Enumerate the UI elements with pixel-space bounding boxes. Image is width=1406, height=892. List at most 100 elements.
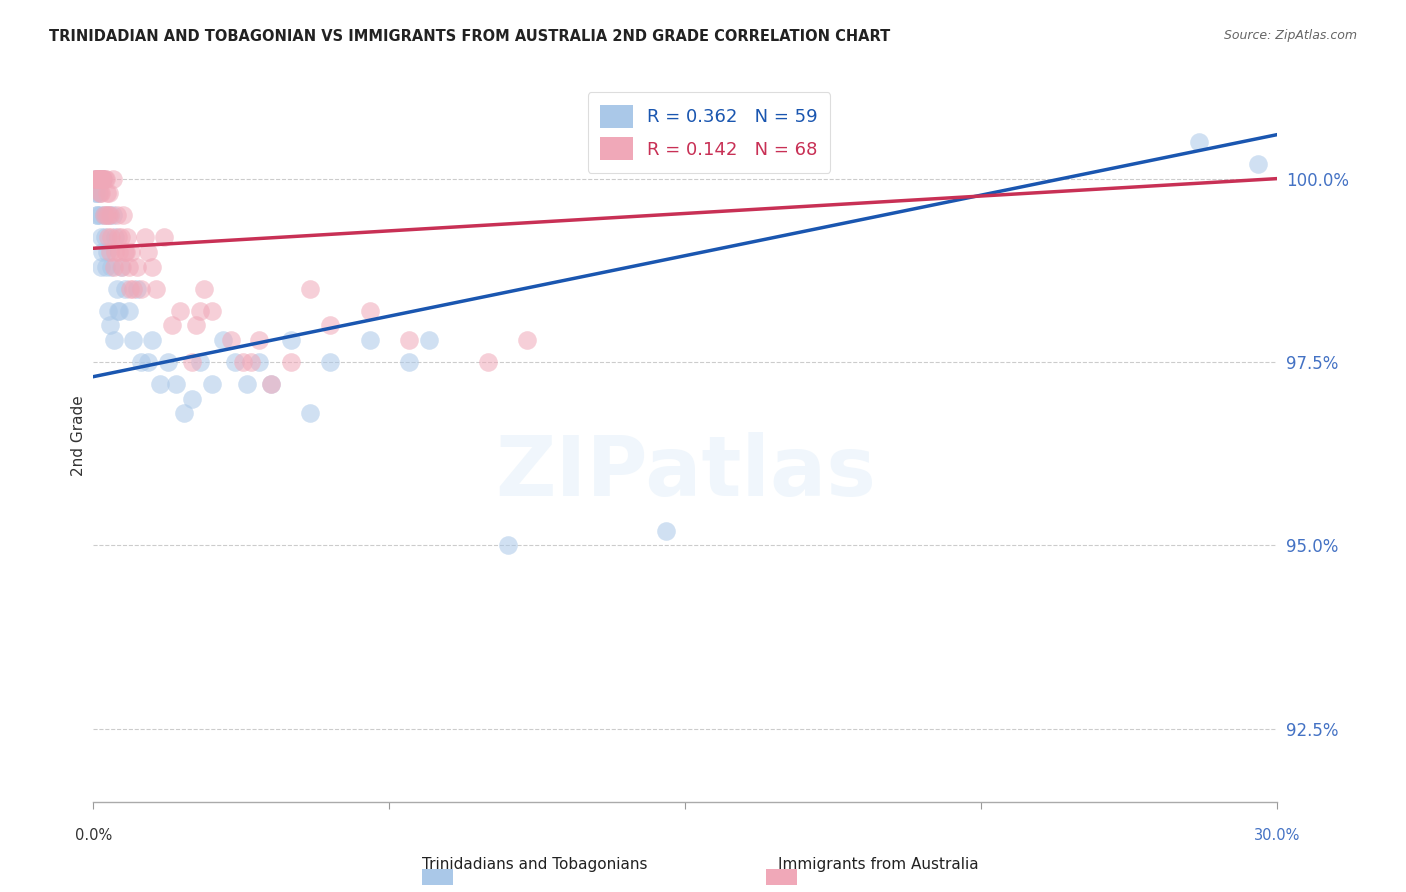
Point bbox=[398, 355, 420, 369]
Point bbox=[86, 171, 108, 186]
Point bbox=[108, 303, 131, 318]
Point bbox=[93, 208, 115, 222]
Point bbox=[87, 171, 110, 186]
Point bbox=[89, 208, 111, 222]
Point bbox=[103, 333, 125, 347]
Point bbox=[100, 230, 122, 244]
Point bbox=[280, 355, 302, 369]
Point bbox=[418, 333, 440, 347]
Point bbox=[129, 355, 152, 369]
Point bbox=[98, 208, 121, 222]
Point bbox=[86, 186, 108, 201]
Point bbox=[129, 282, 152, 296]
Point bbox=[96, 186, 118, 201]
Point bbox=[160, 318, 183, 333]
Point bbox=[86, 208, 108, 222]
Point bbox=[173, 406, 195, 420]
Point bbox=[101, 171, 124, 186]
Point bbox=[398, 333, 420, 347]
Point bbox=[98, 208, 121, 222]
Point bbox=[108, 244, 131, 259]
Point bbox=[84, 171, 107, 186]
Point bbox=[91, 171, 114, 186]
Point bbox=[260, 377, 283, 392]
Point bbox=[114, 244, 136, 259]
Point bbox=[89, 171, 111, 186]
Legend: R = 0.362   N = 59, R = 0.142   N = 68: R = 0.362 N = 59, R = 0.142 N = 68 bbox=[588, 92, 831, 173]
Point bbox=[184, 318, 207, 333]
Point bbox=[201, 377, 224, 392]
Point bbox=[654, 524, 676, 538]
Point bbox=[125, 282, 148, 296]
Point bbox=[97, 303, 120, 318]
Point bbox=[240, 355, 263, 369]
Point bbox=[93, 208, 115, 222]
Point bbox=[299, 406, 322, 420]
Point bbox=[84, 171, 107, 186]
Point bbox=[118, 260, 141, 274]
Point bbox=[138, 244, 160, 259]
Point bbox=[496, 539, 519, 553]
Point bbox=[91, 244, 114, 259]
Point bbox=[98, 318, 121, 333]
Point bbox=[86, 171, 108, 186]
Point bbox=[359, 303, 381, 318]
Point bbox=[97, 208, 120, 222]
Point bbox=[97, 230, 120, 244]
Point bbox=[188, 355, 211, 369]
Point bbox=[201, 303, 224, 318]
Point bbox=[84, 186, 107, 201]
Point bbox=[134, 230, 156, 244]
Point bbox=[90, 186, 112, 201]
Text: ZIPatlas: ZIPatlas bbox=[495, 432, 876, 513]
Text: 0.0%: 0.0% bbox=[75, 828, 112, 843]
Point bbox=[91, 171, 114, 186]
Point bbox=[1247, 157, 1270, 171]
Point bbox=[90, 171, 112, 186]
Text: TRINIDADIAN AND TOBAGONIAN VS IMMIGRANTS FROM AUSTRALIA 2ND GRADE CORRELATION CH: TRINIDADIAN AND TOBAGONIAN VS IMMIGRANTS… bbox=[49, 29, 890, 44]
Point bbox=[157, 355, 180, 369]
Point bbox=[516, 333, 538, 347]
Point bbox=[89, 186, 111, 201]
Y-axis label: 2nd Grade: 2nd Grade bbox=[72, 395, 86, 475]
Point bbox=[141, 333, 163, 347]
Point bbox=[90, 171, 112, 186]
Point bbox=[141, 260, 163, 274]
Point bbox=[84, 171, 107, 186]
Point bbox=[1187, 135, 1209, 149]
Point bbox=[87, 171, 110, 186]
Point bbox=[359, 333, 381, 347]
Point bbox=[149, 377, 172, 392]
Point bbox=[153, 230, 176, 244]
Point bbox=[87, 171, 110, 186]
Point bbox=[105, 208, 128, 222]
Point bbox=[121, 333, 143, 347]
Point bbox=[98, 186, 121, 201]
Point bbox=[118, 303, 141, 318]
Point bbox=[247, 355, 270, 369]
Point bbox=[86, 171, 108, 186]
Point bbox=[193, 282, 215, 296]
Point bbox=[105, 282, 128, 296]
Point bbox=[299, 282, 322, 296]
Point bbox=[319, 355, 342, 369]
Point bbox=[90, 171, 112, 186]
Point bbox=[114, 244, 136, 259]
Point bbox=[236, 377, 259, 392]
Point bbox=[125, 260, 148, 274]
Point bbox=[138, 355, 160, 369]
Point bbox=[477, 355, 499, 369]
Point bbox=[91, 171, 114, 186]
Point bbox=[94, 171, 117, 186]
Point bbox=[111, 208, 134, 222]
Text: Immigrants from Australia: Immigrants from Australia bbox=[779, 857, 979, 872]
Point bbox=[100, 260, 122, 274]
Point bbox=[212, 333, 235, 347]
Point bbox=[94, 230, 117, 244]
Point bbox=[224, 355, 246, 369]
Point bbox=[90, 260, 112, 274]
Point bbox=[87, 171, 110, 186]
Point bbox=[94, 260, 117, 274]
Point bbox=[188, 303, 211, 318]
Point bbox=[94, 171, 117, 186]
